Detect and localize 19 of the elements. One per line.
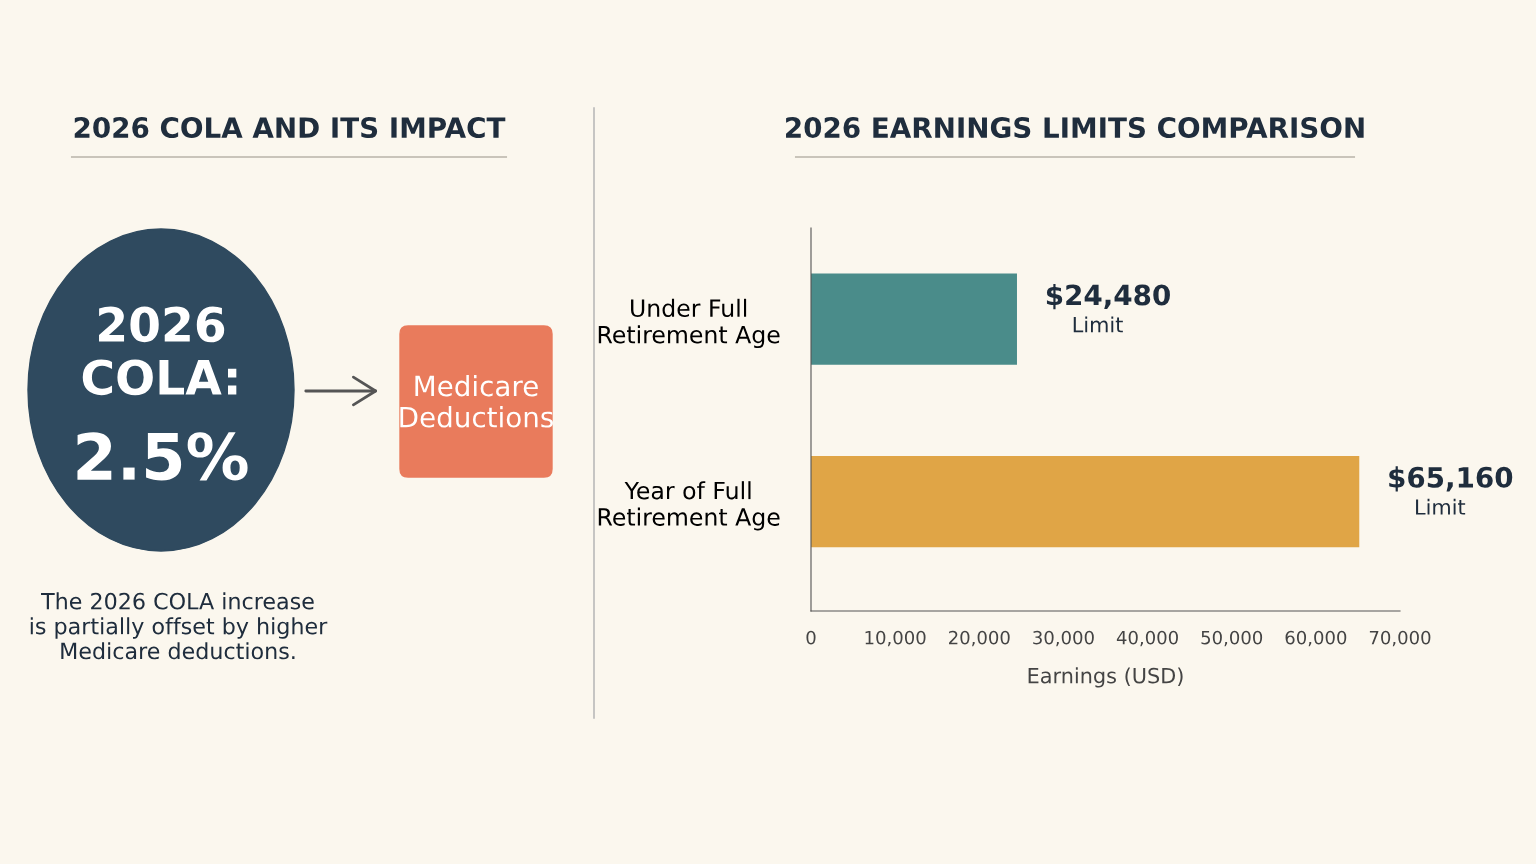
text: 2026 COLA AND ITS IMPACT <box>74 117 506 139</box>
y-tick-label: Under Full Retirement Age <box>598 298 780 349</box>
x-tick-label: 50,000 <box>1201 630 1263 647</box>
chart-title: 2026 EARNINGS LIMITS COMPARISON <box>786 117 1364 139</box>
x-tick-label: 10,000 <box>865 630 926 647</box>
y-tick-label: Year of Full Retirement Age <box>598 481 780 531</box>
x-tick-label: 20,000 <box>949 630 1010 647</box>
x-tick-label: 40,000 <box>1116 630 1178 647</box>
text: Medicare Deductions <box>400 375 553 428</box>
text: 2026 COLA: <box>82 306 237 396</box>
data-label: $65,160 Limit <box>1389 466 1513 515</box>
x-tick-label: 0 <box>806 630 816 645</box>
x-tick-label: 30,000 <box>1033 630 1094 647</box>
x-axis-title: Earnings (USD) <box>1028 667 1183 688</box>
x-tick-label: 60,000 <box>1285 630 1347 647</box>
x-tick-label: 70,000 <box>1369 630 1431 647</box>
text: 2.5% <box>77 432 248 481</box>
data-label: $24,480 Limit <box>1046 283 1170 333</box>
text: The 2026 COLA increase is partially offset by higher Medicare deductions. <box>30 592 328 660</box>
